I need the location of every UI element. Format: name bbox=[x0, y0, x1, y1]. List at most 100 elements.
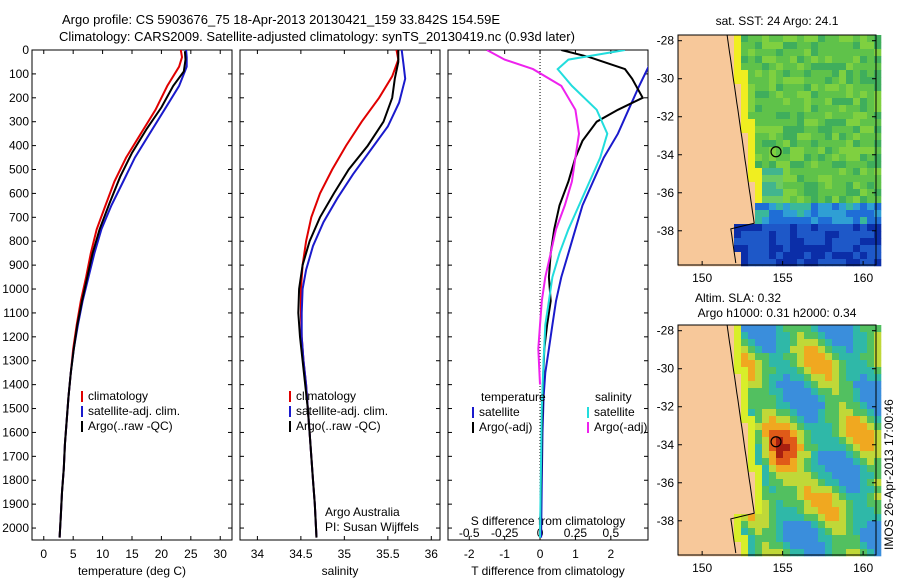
map-cell bbox=[706, 521, 714, 529]
map-cell bbox=[720, 521, 728, 529]
map-cell bbox=[755, 84, 763, 92]
map-cell bbox=[839, 182, 847, 190]
map-cell bbox=[692, 196, 700, 204]
map-cell bbox=[685, 479, 693, 487]
map-cell bbox=[832, 77, 840, 85]
map-cell bbox=[839, 367, 847, 375]
map-cell bbox=[727, 98, 735, 106]
map-cell bbox=[811, 189, 819, 197]
map-cell bbox=[874, 126, 882, 134]
map-cell bbox=[678, 528, 686, 536]
map-cell bbox=[832, 507, 840, 515]
map-cell bbox=[678, 472, 686, 480]
map-cell bbox=[776, 91, 784, 99]
map-cell bbox=[741, 91, 749, 99]
map-cell bbox=[853, 528, 861, 536]
map-cell bbox=[804, 35, 812, 43]
map-cell bbox=[678, 542, 686, 550]
map-cell bbox=[734, 353, 742, 361]
map-cell bbox=[762, 231, 770, 239]
map-cell bbox=[839, 353, 847, 361]
map-cell bbox=[804, 238, 812, 246]
map-cell bbox=[748, 332, 756, 340]
map-cell bbox=[720, 416, 728, 424]
x-tick-label: 36 bbox=[425, 547, 439, 561]
map-cell bbox=[678, 182, 686, 190]
map-cell bbox=[678, 70, 686, 78]
map-cell bbox=[825, 91, 833, 99]
map-cell bbox=[741, 339, 749, 347]
map-cell bbox=[713, 493, 721, 501]
map-cell bbox=[818, 549, 826, 557]
map-cell bbox=[832, 486, 840, 494]
map-cell bbox=[727, 35, 735, 43]
map-cell bbox=[804, 325, 812, 333]
map-cell bbox=[846, 479, 854, 487]
map-cell bbox=[853, 423, 861, 431]
map-cell bbox=[846, 542, 854, 550]
map-cell bbox=[720, 353, 728, 361]
map-cell bbox=[860, 332, 868, 340]
map-cell bbox=[804, 388, 812, 396]
map-cell bbox=[804, 42, 812, 50]
map-cell bbox=[811, 388, 819, 396]
map-cell bbox=[790, 332, 798, 340]
map-cell bbox=[825, 105, 833, 113]
map-cell bbox=[713, 56, 721, 64]
map-cell bbox=[804, 437, 812, 445]
map-cell bbox=[853, 35, 861, 43]
map-cell bbox=[811, 49, 819, 57]
map-cell bbox=[685, 161, 693, 169]
map-cell bbox=[762, 465, 770, 473]
map-cell bbox=[727, 430, 735, 438]
map-cell bbox=[699, 161, 707, 169]
map-cell bbox=[776, 231, 784, 239]
map-cell bbox=[860, 458, 868, 466]
map-cell bbox=[692, 98, 700, 106]
map-cell bbox=[748, 161, 756, 169]
map-cell bbox=[874, 182, 882, 190]
map-cell bbox=[748, 112, 756, 120]
map-cell bbox=[748, 325, 756, 333]
map-cell bbox=[818, 514, 826, 522]
map-cell bbox=[804, 203, 812, 211]
map-cell bbox=[776, 140, 784, 148]
map-cell bbox=[685, 70, 693, 78]
map-cell bbox=[755, 133, 763, 141]
map-cell bbox=[713, 535, 721, 543]
series-line-Argo(..raw -QC) bbox=[58, 51, 187, 538]
map-cell bbox=[720, 500, 728, 508]
map-cell bbox=[839, 381, 847, 389]
map-cell bbox=[825, 98, 833, 106]
map-cell bbox=[867, 182, 875, 190]
map-cell bbox=[804, 374, 812, 382]
map-cell bbox=[839, 231, 847, 239]
map-cell bbox=[692, 507, 700, 515]
map-cell bbox=[762, 133, 770, 141]
map-cell bbox=[713, 416, 721, 424]
map-cell bbox=[867, 472, 875, 480]
map-cell bbox=[720, 84, 728, 92]
map-x-tick-label: 155 bbox=[773, 561, 793, 575]
map-cell bbox=[748, 133, 756, 141]
map-cell bbox=[790, 451, 798, 459]
map-cell bbox=[734, 203, 742, 211]
map-cell bbox=[748, 479, 756, 487]
map-cell bbox=[755, 63, 763, 71]
map-cell bbox=[818, 161, 826, 169]
map-cell bbox=[692, 451, 700, 459]
map-cell bbox=[867, 353, 875, 361]
map-cell bbox=[832, 325, 840, 333]
map-cell bbox=[874, 203, 882, 211]
map-cell bbox=[699, 245, 707, 253]
legend-label: satellite-adj. clim. bbox=[296, 404, 388, 418]
map-cell bbox=[839, 133, 847, 141]
map-cell bbox=[797, 133, 805, 141]
map-cell bbox=[762, 521, 770, 529]
map-cell bbox=[769, 42, 777, 50]
map-cell bbox=[776, 84, 784, 92]
map-y-tick-label: -34 bbox=[657, 148, 675, 162]
map-cell bbox=[832, 360, 840, 368]
map-cell bbox=[762, 423, 770, 431]
map-cell bbox=[790, 528, 798, 536]
